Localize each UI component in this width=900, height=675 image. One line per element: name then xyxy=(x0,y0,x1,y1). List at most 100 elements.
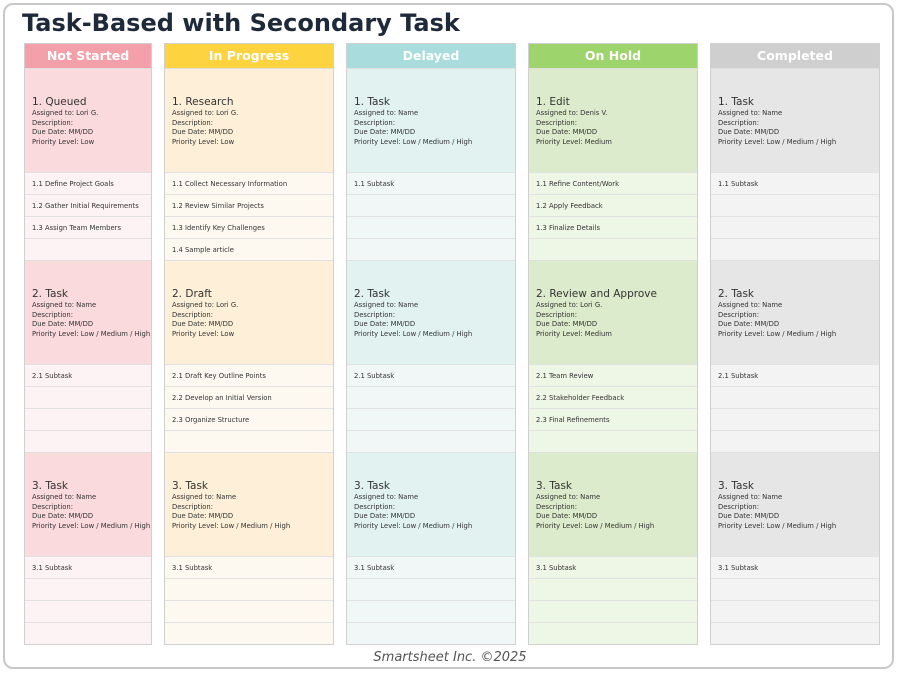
subtask: 2.3 Organize Structure xyxy=(165,408,333,430)
frame xyxy=(3,3,894,669)
column: Not Started 1. Queued Assigned to: Lori G.… xyxy=(24,43,152,645)
column-header: In Progress xyxy=(165,44,333,68)
card-detail: Description: xyxy=(172,118,214,127)
card-detail: Assigned to: Name xyxy=(718,493,783,501)
card-detail: Due Date: MM/DD xyxy=(536,128,598,136)
empty-row xyxy=(165,622,333,644)
card-detail: Assigned to: Name xyxy=(718,301,783,309)
card-detail: Priority Level: Low / Medium / High xyxy=(354,521,473,530)
card-title: 3. Task xyxy=(172,480,209,492)
column: Delayed 1. Task Assigned to: Name Descripti… xyxy=(346,43,516,645)
empty-row xyxy=(165,600,333,622)
card-title: 2. Draft xyxy=(172,288,212,300)
card-detail: Assigned to: Name xyxy=(172,493,237,501)
card-title: 1. Queued xyxy=(32,96,87,108)
empty-row xyxy=(347,430,515,452)
empty-row xyxy=(165,430,333,452)
empty-row xyxy=(25,578,151,600)
card-detail: Description: xyxy=(354,502,396,511)
card-title: 3. Task xyxy=(32,480,69,492)
empty-row xyxy=(25,600,151,622)
card: 3. Task Assigned to: Name Description: Due … xyxy=(25,452,151,556)
card: 3. Task Assigned to: Name Description: Due … xyxy=(711,452,879,556)
card-detail: Description: xyxy=(32,118,74,127)
subtask: 2.1 Subtask xyxy=(25,364,151,386)
empty-row xyxy=(347,238,515,260)
card-detail: Description: xyxy=(32,502,74,511)
card-detail: Description: xyxy=(32,310,74,319)
column: Completed 1. Task Assigned to: Name Descrip… xyxy=(710,43,880,645)
subtask: 1.3 Finalize Details xyxy=(529,216,697,238)
card-detail: Due Date: MM/DD xyxy=(32,512,94,520)
empty-row xyxy=(347,578,515,600)
card-detail: Description: xyxy=(718,118,760,127)
card-title: 1. Research xyxy=(172,96,234,108)
column-header: Delayed xyxy=(347,44,515,68)
card-detail: Priority Level: Low / Medium / High xyxy=(354,329,473,338)
card-detail: Priority Level: Low xyxy=(172,137,235,146)
card-detail: Due Date: MM/DD xyxy=(354,128,416,136)
empty-row xyxy=(711,600,879,622)
subtask: 1.3 Assign Team Members xyxy=(25,216,151,238)
card-detail: Assigned to: Lori G. xyxy=(172,301,239,309)
subtask: 1.3 Identify Key Challenges xyxy=(165,216,333,238)
card-detail: Priority Level: Low / Medium / High xyxy=(172,521,291,530)
card-detail: Assigned to: Lori G. xyxy=(536,301,603,309)
subtask: 3.1 Subtask xyxy=(165,556,333,578)
card-detail: Priority Level: Low / Medium / High xyxy=(718,329,837,338)
subtask: 2.3 Final Refinements xyxy=(529,408,697,430)
card-detail: Priority Level: Low / Medium / High xyxy=(718,521,837,530)
card-detail: Description: xyxy=(718,502,760,511)
card-detail: Assigned to: Name xyxy=(354,493,419,501)
card-detail: Description: xyxy=(536,118,578,127)
card-detail: Description: xyxy=(536,502,578,511)
column-header: On Hold xyxy=(529,44,697,68)
empty-row xyxy=(25,408,151,430)
empty-row xyxy=(25,430,151,452)
subtask: 2.1 Draft Key Outline Points xyxy=(165,364,333,386)
card-title: 2. Task xyxy=(718,288,755,300)
card-detail: Priority Level: Low / Medium / High xyxy=(354,137,473,146)
card-detail: Assigned to: Name xyxy=(32,301,97,309)
subtask: 1.4 Sample article xyxy=(165,238,333,260)
card-detail: Due Date: MM/DD xyxy=(32,320,94,328)
subtask: 1.1 Refine Content/Work xyxy=(529,172,697,194)
empty-row xyxy=(529,238,697,260)
card-detail: Assigned to: Lori G. xyxy=(32,109,99,117)
subtask: 1.2 Apply Feedback xyxy=(529,194,697,216)
card-title: 3. Task xyxy=(718,480,755,492)
card: 2. Review and Approve Assigned to: Lori G… xyxy=(529,260,697,364)
card: 2. Task Assigned to: Name Description: Due … xyxy=(347,260,515,364)
empty-row xyxy=(347,386,515,408)
empty-row xyxy=(711,194,879,216)
subtask: 3.1 Subtask xyxy=(529,556,697,578)
card-title: 1. Task xyxy=(354,96,391,108)
card-detail: Due Date: MM/DD xyxy=(354,512,416,520)
subtask: 3.1 Subtask xyxy=(25,556,151,578)
card-title: 1. Edit xyxy=(536,96,570,108)
subtask: 1.2 Review Similar Projects xyxy=(165,194,333,216)
subtask: 2.2 Stakeholder Feedback xyxy=(529,386,697,408)
column: On Hold 1. Edit Assigned to: Denis V. Descr… xyxy=(528,43,698,645)
card-detail: Description: xyxy=(354,118,396,127)
card-detail: Description: xyxy=(172,502,214,511)
empty-row xyxy=(529,600,697,622)
card: 1. Task Assigned to: Name Description: Due … xyxy=(347,68,515,172)
card-detail: Due Date: MM/DD xyxy=(718,320,780,328)
subtask: 2.2 Develop an Initial Version xyxy=(165,386,333,408)
card-detail: Priority Level: Low / Medium / High xyxy=(32,329,151,338)
card-detail: Due Date: MM/DD xyxy=(172,128,234,136)
card-detail: Assigned to: Denis V. xyxy=(536,109,608,117)
column-header: Completed xyxy=(711,44,879,68)
empty-row xyxy=(529,430,697,452)
card-detail: Assigned to: Name xyxy=(718,109,783,117)
card: 1. Edit Assigned to: Denis V. Description:… xyxy=(529,68,697,172)
card-detail: Due Date: MM/DD xyxy=(536,320,598,328)
footer: Smartsheet Inc. ©2025 xyxy=(373,650,527,665)
card-title: 1. Task xyxy=(718,96,755,108)
subtask: 2.1 Subtask xyxy=(347,364,515,386)
empty-row xyxy=(529,622,697,644)
subtask: 3.1 Subtask xyxy=(347,556,515,578)
card-detail: Priority Level: Low / Medium / High xyxy=(536,521,655,530)
